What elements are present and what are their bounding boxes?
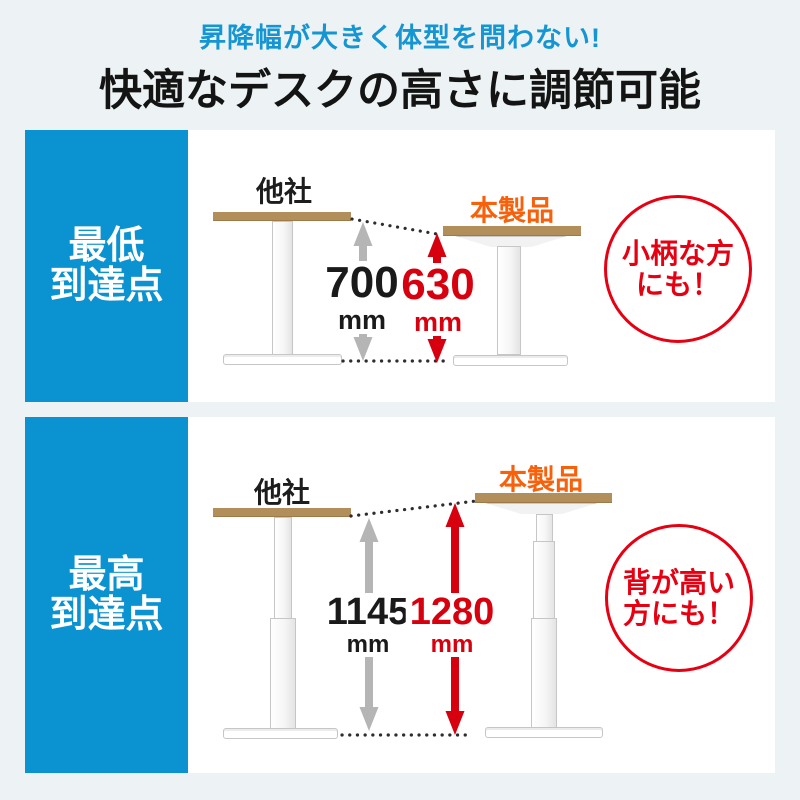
competitor-label: 他社: [253, 477, 311, 508]
product-height-value: 630 mm: [397, 260, 479, 337]
competitor-desk-leg-lower: [270, 618, 296, 729]
badge-text-line1: 小柄な方: [621, 238, 734, 269]
product-label: 本製品: [498, 464, 584, 495]
sidebar-label: 最高 到達点: [25, 555, 188, 635]
badge-small-people: 小柄な方 にも！: [604, 195, 752, 343]
dotted-connector-top: [350, 217, 439, 236]
product-desk-top: [443, 226, 581, 236]
badge-tall-people: 背が高い 方にも！: [605, 524, 753, 672]
product-desk-leg: [497, 246, 521, 355]
sidebar-label: 最低 到達点: [25, 226, 188, 306]
product-desk-bracket: [485, 503, 598, 514]
page-title: 快適なデスクの高さに調節可能: [99, 67, 701, 115]
product-height-number: 1280: [409, 591, 495, 633]
product-desk-bracket: [455, 236, 567, 247]
competitor-label: 他社: [255, 176, 313, 207]
product-height-number: 630: [401, 260, 475, 309]
sidebar-label-line1: 最低: [68, 225, 145, 267]
competitor-height-unit: mm: [337, 305, 387, 335]
product-label: 本製品: [469, 195, 555, 226]
competitor-desk-base: [223, 354, 342, 365]
product-height-unit: mm: [413, 307, 463, 337]
dotted-connector-top: [349, 499, 478, 518]
badge-text-line1: 背が高い: [622, 567, 735, 598]
panel-highest-point: 最高 到達点 他社 本製品 1145 mm 1280: [25, 417, 775, 773]
competitor-desk-base: [223, 728, 338, 739]
competitor-height-number: 1145: [326, 591, 410, 633]
panel-lowest-point: 最低 到達点 他社 本製品 700 mm 630 mm: [25, 130, 775, 402]
competitor-desk-top: [213, 508, 351, 517]
product-desk-top: [475, 493, 612, 503]
sidebar-label-line2: 到達点: [49, 265, 164, 307]
competitor-desk-top: [213, 212, 351, 221]
badge-text-line2: にも！: [635, 269, 720, 300]
competitor-height-value: 1145 mm: [322, 591, 414, 658]
badge-text-line2: 方にも！: [622, 598, 735, 629]
product-desk-base: [453, 355, 568, 366]
product-desk-base: [485, 727, 603, 738]
product-desk-leg-lower: [531, 618, 557, 728]
sidebar-label-line2: 到達点: [49, 594, 164, 636]
competitor-height-unit: mm: [346, 631, 390, 658]
panel-highest-sidebar: 最高 到達点: [25, 417, 188, 773]
header-subtitle: 昇降幅が大きく体型を問わない!: [199, 23, 601, 53]
panel-lowest-sidebar: 最低 到達点: [25, 130, 188, 402]
product-height-value: 1280 mm: [405, 591, 499, 658]
competitor-height-value: 700 mm: [321, 258, 403, 335]
competitor-height-number: 700: [325, 258, 399, 307]
sidebar-label-line1: 最高: [68, 554, 145, 596]
product-height-unit: mm: [430, 631, 474, 658]
